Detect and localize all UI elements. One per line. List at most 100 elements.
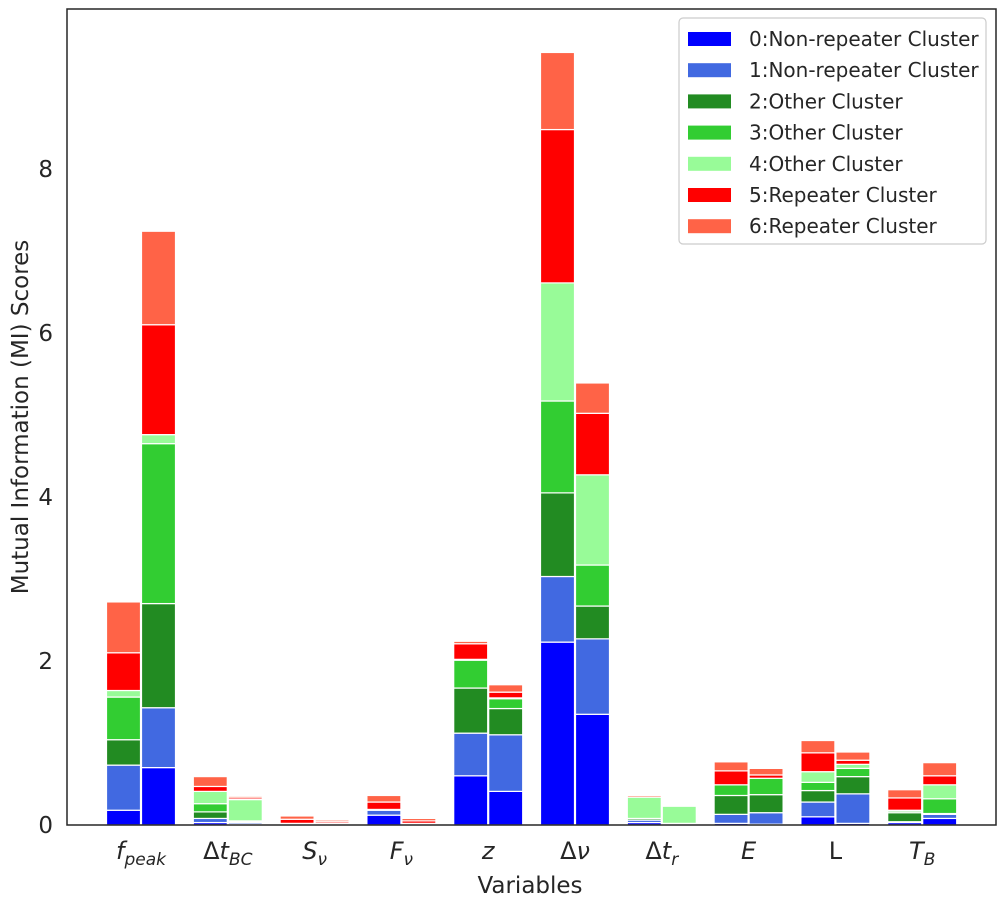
y-tick-label: 8: [38, 157, 53, 183]
bar-segment-9-bar2-series1: [835, 793, 871, 824]
bar-segment-1-bar1-series5: [105, 652, 142, 692]
bar-segment-1-bar1-series1: [105, 764, 142, 811]
bar-segment-2-bar1-series4: [192, 790, 228, 805]
x-tick-label: L: [829, 837, 843, 865]
bar-segment-5-bar1-series1: [453, 732, 489, 777]
bar-segment-6-bar2-series3: [574, 564, 611, 607]
legend-box: [678, 17, 987, 245]
bar-segment-9-bar2-series2: [835, 776, 871, 795]
legend-swatch: [688, 156, 731, 171]
bar-segment-6-bar2-series5: [574, 412, 611, 476]
bar-segment-4-bar1-series6: [366, 794, 402, 803]
y-axis-label: Mutual Information (MI) Scores: [8, 240, 34, 595]
bar-segment-6-bar2-series0: [574, 713, 611, 826]
bar-segment-10-bar2-series6: [922, 762, 958, 777]
x-tick-labels: fpeak ΔtBC Sν Fν z Δν Δtr E L TB: [116, 837, 935, 870]
bar-segment-10-bar1-series5: [887, 797, 923, 811]
bar-segment-9-bar1-series4: [800, 771, 836, 783]
x-tick-label: E: [741, 837, 757, 865]
x-tick-label: Sν: [302, 837, 327, 870]
x-tick-label: ΔtBC: [203, 837, 253, 870]
bar-segment-1-bar2-series4: [140, 434, 177, 445]
bar-segment-9-bar2-series4: [835, 763, 871, 770]
bar-segment-2-bar1-series2: [192, 811, 228, 820]
bar-segment-9-bar1-series0: [800, 816, 836, 826]
bar-segment-6-bar1-series2: [539, 492, 576, 578]
legend-label: 5:Repeater Cluster: [749, 183, 938, 207]
bar-segment-6-bar2-series2: [574, 605, 611, 640]
bar-segment-1-bar2-series5: [140, 324, 177, 436]
bar-segment-9-bar1-series5: [800, 752, 836, 773]
legend-label: 4:Other Cluster: [749, 152, 903, 176]
y-tick-label: 4: [38, 485, 53, 511]
bar-segment-5-bar1-series3: [453, 659, 489, 689]
bar-segment-4-bar1-series1: [366, 809, 402, 816]
bar-segment-1-bar1-series4: [105, 689, 142, 698]
bar-segment-6-bar2-series6: [574, 382, 611, 414]
legend-swatch: [688, 219, 731, 234]
bar-segment-5-bar1-series0: [453, 775, 489, 826]
bar-segment-7-bar1-series6: [626, 794, 662, 798]
y-tick-label: 0: [38, 813, 53, 839]
bar-segment-2-bar2-series6: [227, 795, 263, 799]
bar-segment-10-bar1-series6: [887, 789, 923, 799]
bar-segment-9-bar2-series5: [835, 759, 871, 765]
bar-segment-5-bar1-series2: [453, 687, 489, 734]
y-tick-label: 2: [38, 649, 53, 675]
bar-segment-6-bar2-series1: [574, 638, 611, 715]
bar-segment-1-bar2-series3: [140, 443, 177, 605]
bar-segment-9-bar2-series6: [835, 751, 871, 761]
y-tick-labels: 0 2 4 6 8: [38, 157, 53, 839]
bar-segment-10-bar2-series1: [922, 813, 958, 820]
legend-label: 3:Other Cluster: [749, 121, 903, 145]
bar-segment-6-bar1-series4: [539, 282, 576, 402]
bar-segment-9-bar1-series6: [800, 739, 836, 754]
bar-segment-8-bar1-series3: [713, 784, 749, 797]
bar-segment-8-bar1-series6: [713, 761, 749, 772]
bar-segment-3-bar1-series6: [279, 815, 315, 820]
legend-swatch: [688, 125, 731, 140]
legend-swatch: [688, 32, 731, 46]
bar-segment-9-bar1-series2: [800, 789, 836, 803]
legend-label: 2:Other Cluster: [749, 89, 903, 113]
bar-segment-1-bar1-series0: [105, 809, 142, 826]
x-tick-label: z: [481, 837, 496, 865]
bar-segment-9-bar2-series3: [835, 767, 871, 778]
bar-segment-1-bar2-series6: [140, 230, 177, 326]
bar-segment-3-bar1-series5: [279, 818, 315, 824]
x-axis-label: Variables: [477, 873, 582, 899]
bar-segment-10-bar2-series3: [922, 798, 958, 815]
bar-segment-6-bar2-series4: [574, 474, 611, 566]
bar-segment-8-bar2-series3: [748, 777, 784, 796]
bar-segment-10-bar2-series0: [922, 817, 958, 826]
bar-segment-8-bar2-series1: [748, 812, 784, 825]
bar-segment-5-bar1-series6: [453, 640, 489, 645]
y-tick-label: 6: [38, 321, 53, 347]
bar-segment-5-bar2-series3: [488, 698, 524, 710]
x-tick-label: Δν: [560, 837, 590, 865]
bar-segment-6-bar1-series3: [539, 400, 576, 494]
x-tick-label: TB: [909, 837, 935, 870]
bar-segment-5-bar2-series5: [488, 691, 524, 699]
bar-segment-3-bar2-series6: [314, 819, 350, 823]
bars-layer: [105, 51, 958, 826]
bar-segment-8-bar2-series6: [748, 767, 784, 776]
bar-segment-10-bar1-series2: [887, 812, 923, 823]
bar-segment-2-bar1-series1: [192, 817, 228, 824]
bar-segment-8-bar1-series1: [713, 813, 749, 824]
x-tick-label: fpeak: [116, 837, 167, 870]
bar-segment-5-bar2-series0: [488, 790, 524, 826]
bar-segment-5-bar2-series2: [488, 707, 524, 736]
bar-segment-4-bar1-series5: [366, 801, 402, 811]
bar-segment-10-bar2-series4: [922, 784, 958, 800]
bar-segment-6-bar1-series0: [539, 641, 576, 826]
legend: 0:Non-repeater Cluster 1:Non-repeater Clu…: [678, 17, 987, 245]
bar-segment-6-bar1-series5: [539, 128, 576, 284]
plot-frame: [66, 8, 997, 826]
bar-segment-7-bar2-series4: [661, 805, 697, 824]
x-tick-label: Fν: [390, 837, 414, 870]
bar-segment-1-bar2-series1: [140, 707, 177, 769]
legend-label: 1:Non-repeater Cluster: [749, 58, 979, 82]
bar-segment-6-bar1-series1: [539, 575, 576, 643]
bar-segment-2-bar2-series4: [227, 798, 263, 822]
